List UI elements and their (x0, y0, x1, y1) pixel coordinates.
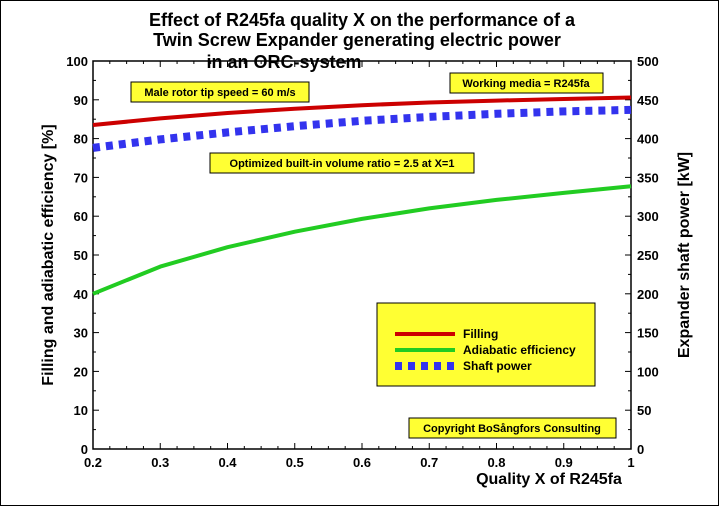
y-left-tick-label: 10 (74, 403, 88, 418)
y-left-tick-label: 30 (74, 326, 88, 341)
annotation-working-media-text: Working media = R245fa (462, 78, 590, 90)
y-right-tick-label: 0 (637, 442, 644, 457)
y-left-tick-label: 70 (74, 170, 88, 185)
y-right-tick-label: 50 (637, 403, 651, 418)
x-tick-label: 0.4 (218, 455, 237, 470)
y-axis-left-label: Filling and adiabatic efficiency [%] (40, 124, 57, 385)
y-right-tick-label: 200 (637, 287, 659, 302)
y-axis-right-label: Expander shaft power [kW] (676, 152, 693, 358)
chart-title-line-3: in an ORC-system (206, 52, 361, 72)
x-tick-label: 0.6 (353, 455, 371, 470)
y-right-tick-label: 100 (637, 364, 659, 379)
annotation-tip-speed-text: Male rotor tip speed = 60 m/s (144, 87, 295, 99)
series-layer (93, 97, 631, 294)
y-right-tick-label: 300 (637, 209, 659, 224)
annotation-volume-ratio: Optimized built-in volume ratio = 2.5 at… (210, 153, 474, 173)
annotation-volume-ratio-text: Optimized built-in volume ratio = 2.5 at… (230, 158, 455, 170)
x-tick-label: 0.8 (487, 455, 505, 470)
legend: Filling Adiabatic efficiency Shaft power (377, 303, 595, 386)
legend-label-shaft-power: Shaft power (463, 359, 532, 373)
y-right-tick-label: 450 (637, 93, 659, 108)
x-tick-label: 0.7 (420, 455, 438, 470)
legend-label-adiabatic-efficiency: Adiabatic efficiency (463, 343, 576, 357)
y-left-tick-label: 90 (74, 93, 88, 108)
annotation-tip-speed: Male rotor tip speed = 60 m/s (131, 82, 309, 102)
y-left-tick-label: 60 (74, 209, 88, 224)
y-left-tick-label: 100 (66, 54, 88, 69)
y-right-tick-label: 350 (637, 170, 659, 185)
x-tick-label: 0.9 (555, 455, 573, 470)
x-tick-label: 0.3 (151, 455, 169, 470)
y-right-tick-label: 400 (637, 132, 659, 147)
annotation-copyright-text: Copyright BoSångfors Consulting (423, 423, 601, 435)
annotation-working-media: Working media = R245fa (450, 73, 603, 93)
x-tick-label: 0.2 (84, 455, 102, 470)
chart-title-line-2: Twin Screw Expander generating electric … (153, 30, 561, 50)
series-line-adiabatic-efficiency (93, 186, 631, 293)
x-tick-label: 1 (627, 455, 634, 470)
y-left-tick-label: 80 (74, 132, 88, 147)
y-right-tick-label: 150 (637, 326, 659, 341)
x-axis-label: Quality X of R245fa (476, 471, 622, 488)
y-left-tick-label: 40 (74, 287, 88, 302)
chart-title-line-1: Effect of R245fa quality X on the perfor… (149, 10, 576, 30)
annotation-copyright: Copyright BoSångfors Consulting (409, 418, 616, 438)
legend-label-filling: Filling (463, 327, 498, 341)
x-tick-label: 0.5 (286, 455, 304, 470)
y-left-tick-label: 20 (74, 364, 88, 379)
y-right-tick-label: 250 (637, 248, 659, 263)
y-right-tick-label: 500 (637, 54, 659, 69)
y-left-tick-label: 50 (74, 248, 88, 263)
y-left-tick-label: 0 (81, 442, 88, 457)
